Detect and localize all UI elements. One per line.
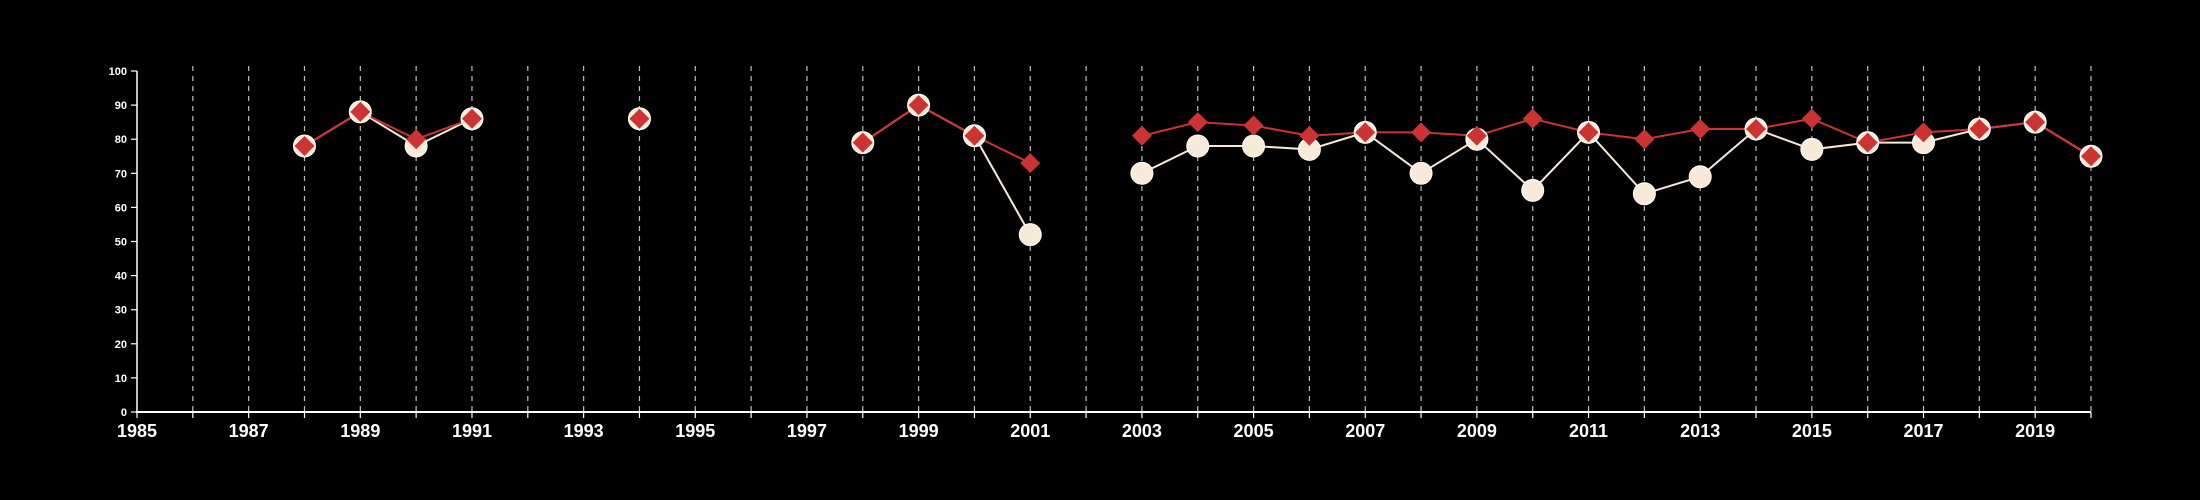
- x-tick-label-1997: 1997: [787, 421, 827, 441]
- x-tick-label-2009: 2009: [1457, 421, 1497, 441]
- diamond-point-2007: [1355, 122, 1376, 143]
- x-tick-label-1987: 1987: [229, 421, 269, 441]
- diamond-point-1998: [852, 132, 873, 153]
- diamond-point-2014: [1746, 118, 1767, 139]
- diamond-point-2016: [1857, 132, 1878, 153]
- diamond-point-1990: [406, 129, 427, 150]
- diamond-point-2008: [1411, 122, 1432, 143]
- diamond-point-2015: [1801, 108, 1822, 129]
- diamond-point-2003: [1131, 125, 1152, 146]
- circle-point-2010: [1521, 178, 1545, 202]
- x-tick-label-2017: 2017: [1903, 421, 1943, 441]
- y-tick-label-80: 80: [115, 134, 127, 146]
- series-markers: [292, 93, 2103, 247]
- y-tick-label-30: 30: [115, 305, 127, 317]
- x-tick-label-1991: 1991: [452, 421, 492, 441]
- x-tick-label-2005: 2005: [1234, 421, 1274, 441]
- diamond-point-2005: [1243, 115, 1264, 136]
- y-tick-label-100: 100: [109, 66, 127, 78]
- circle-point-2005: [1242, 134, 1266, 158]
- y-tick-label-60: 60: [115, 202, 127, 214]
- x-tick-label-1995: 1995: [675, 421, 715, 441]
- diamond-point-1988: [294, 136, 315, 157]
- y-tick-label-10: 10: [115, 373, 127, 385]
- diamond-point-1989: [350, 101, 371, 122]
- diamond-point-1991: [461, 108, 482, 129]
- x-tick-label-2007: 2007: [1345, 421, 1385, 441]
- diamond-point-2004: [1187, 112, 1208, 133]
- diamond-point-2018: [1969, 118, 1990, 139]
- circle-point-2015: [1800, 137, 1824, 161]
- diamond-point-2000: [964, 125, 985, 146]
- x-tick-label-2003: 2003: [1122, 421, 1162, 441]
- circle-point-2004: [1186, 134, 1210, 158]
- diamond-point-1999: [908, 95, 929, 116]
- x-tick-label-2001: 2001: [1010, 421, 1050, 441]
- y-tick-label-20: 20: [115, 339, 127, 351]
- x-tick-label-1999: 1999: [899, 421, 939, 441]
- x-tick-label-1985: 1985: [117, 421, 157, 441]
- diamond-point-2020: [2081, 146, 2101, 167]
- x-tick-label-1989: 1989: [340, 421, 380, 441]
- diamond-point-2017: [1913, 122, 1934, 143]
- axes: [131, 70, 2092, 418]
- y-tick-label-0: 0: [121, 407, 127, 419]
- x-tick-label-1993: 1993: [564, 421, 604, 441]
- diamond-point-2006: [1299, 125, 1320, 146]
- x-tick-label-2011: 2011: [1569, 421, 1608, 441]
- x-tick-label-2015: 2015: [1792, 421, 1832, 441]
- diamond-point-2010: [1522, 108, 1543, 129]
- y-axis-tick-labels: 0 10 20 30 40 50 60 70 80 90 100: [109, 66, 127, 419]
- circle-point-2013: [1688, 165, 1712, 189]
- y-tick-label-70: 70: [115, 168, 127, 180]
- circle-point-2003: [1130, 161, 1154, 185]
- diamond-point-2001: [1020, 153, 1041, 174]
- diamond-point-2013: [1690, 118, 1711, 139]
- diamond-point-2009: [1466, 125, 1487, 146]
- series-diamond-line-2: [862, 103, 1031, 164]
- x-tick-label-2013: 2013: [1680, 421, 1720, 441]
- diamond-point-2019: [2025, 112, 2046, 133]
- y-tick-label-90: 90: [115, 100, 127, 112]
- x-axis-tick-labels: 1985 1987 1989 1991 1993 1995 1997 1999 2001 2003…: [117, 421, 2055, 441]
- y-tick-label-40: 40: [115, 271, 127, 283]
- circle-point-2001: [1018, 223, 1042, 247]
- diamond-point-2011: [1578, 122, 1599, 143]
- x-tick-label-2019: 2019: [2015, 421, 2055, 441]
- diamond-point-2012: [1634, 129, 1655, 150]
- y-tick-label-50: 50: [115, 237, 127, 249]
- series-diamond-line-0: [303, 110, 473, 147]
- circle-point-2008: [1409, 161, 1433, 185]
- diamond-point-1994: [629, 108, 650, 129]
- circle-point-2012: [1632, 182, 1656, 206]
